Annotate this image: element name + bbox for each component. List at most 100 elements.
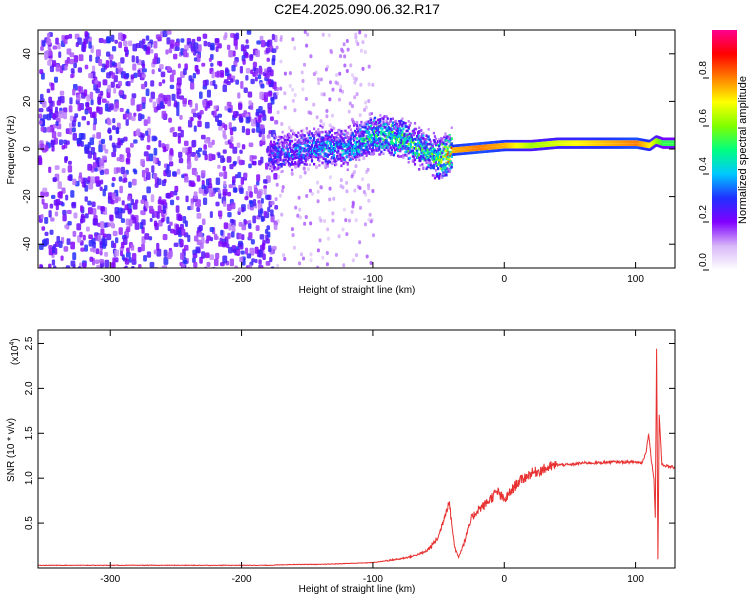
heatmap-cell bbox=[252, 61, 257, 68]
heatmap-cell bbox=[293, 108, 297, 113]
heatmap-cell bbox=[433, 176, 437, 180]
heatmap-cell bbox=[352, 154, 356, 157]
heatmap-cell bbox=[218, 126, 223, 131]
heatmap-cell bbox=[345, 145, 348, 149]
heatmap-cell bbox=[428, 142, 431, 146]
heatmap-cell bbox=[240, 176, 245, 185]
heatmap-cell bbox=[412, 133, 416, 137]
heatmap-cell bbox=[165, 168, 169, 174]
heatmap-cell bbox=[408, 138, 411, 142]
heatmap-cell bbox=[248, 264, 252, 268]
heatmap-cell bbox=[400, 155, 403, 158]
heatmap-cell bbox=[207, 41, 211, 48]
heatmap-cell bbox=[92, 218, 97, 226]
heatmap-cell bbox=[280, 121, 284, 126]
heatmap-cell bbox=[425, 134, 428, 137]
heatmap-cell bbox=[79, 231, 83, 238]
heatmap-cell bbox=[350, 117, 354, 122]
heatmap-cell bbox=[322, 155, 325, 159]
heatmap-cell bbox=[110, 199, 115, 205]
heatmap-cell bbox=[127, 112, 132, 120]
heatmap-cell bbox=[218, 241, 223, 247]
heatmap-cell bbox=[318, 149, 321, 153]
heatmap-cell bbox=[334, 149, 337, 152]
heatmap-cell bbox=[293, 46, 297, 51]
heatmap-cell bbox=[148, 153, 154, 162]
heatmap-cell bbox=[273, 158, 276, 162]
heatmap-cell bbox=[121, 34, 127, 39]
heatmap-cell bbox=[356, 140, 359, 144]
heatmap-cell bbox=[354, 137, 357, 140]
heatmap-cell bbox=[418, 126, 421, 130]
heatmap-cell bbox=[306, 131, 309, 135]
heatmap-cell bbox=[265, 162, 269, 170]
heatmap-cell bbox=[96, 264, 101, 268]
heatmap-cell bbox=[165, 193, 170, 199]
heatmap-cell bbox=[273, 223, 278, 231]
spectrogram-x-ticks: -300 -200 -100 0 100 bbox=[100, 30, 644, 285]
heatmap-cell bbox=[66, 238, 71, 246]
heatmap-cell bbox=[358, 113, 362, 118]
heatmap-cell bbox=[298, 148, 301, 151]
heatmap-cell bbox=[299, 134, 302, 137]
heatmap-cell bbox=[362, 141, 365, 144]
heatmap-cell bbox=[220, 155, 225, 163]
heatmap-cell bbox=[226, 44, 231, 50]
heatmap-cell bbox=[87, 207, 93, 215]
heatmap-cell bbox=[328, 130, 331, 134]
heatmap-cell bbox=[95, 49, 101, 57]
heatmap-cell bbox=[419, 164, 422, 167]
heatmap-cell bbox=[304, 159, 307, 163]
heatmap-cell bbox=[131, 116, 136, 121]
heatmap-cell bbox=[401, 124, 404, 128]
heatmap-cell bbox=[369, 124, 372, 128]
heatmap-cell bbox=[274, 142, 277, 146]
heatmap-cell bbox=[157, 160, 161, 167]
heatmap-cell bbox=[88, 234, 93, 240]
heatmap-cell bbox=[324, 166, 327, 170]
heatmap-cell bbox=[413, 158, 417, 162]
heatmap-cell bbox=[389, 146, 392, 149]
heatmap-cell bbox=[259, 234, 265, 240]
heatmap-cell bbox=[448, 150, 451, 154]
heatmap-cell bbox=[351, 200, 355, 205]
heatmap-cell bbox=[299, 174, 303, 179]
heatmap-cell bbox=[176, 77, 182, 86]
heatmap-cell bbox=[277, 160, 280, 164]
heatmap-cell bbox=[256, 126, 261, 133]
heatmap-cell bbox=[199, 242, 204, 249]
heatmap-cell bbox=[290, 227, 294, 232]
heatmap-cell bbox=[171, 69, 176, 76]
heatmap-cell bbox=[378, 130, 381, 134]
heatmap-cell bbox=[375, 120, 378, 124]
heatmap-cell bbox=[166, 37, 171, 45]
heatmap-cell bbox=[447, 137, 450, 141]
heatmap-cell bbox=[155, 34, 161, 40]
heatmap-cell bbox=[108, 192, 113, 200]
heatmap-cell bbox=[371, 130, 375, 134]
heatmap-cell bbox=[364, 125, 367, 129]
heatmap-cell bbox=[167, 225, 171, 232]
heatmap-cell bbox=[42, 114, 48, 120]
heatmap-cell bbox=[192, 253, 198, 259]
heatmap-cell bbox=[203, 144, 207, 150]
heatmap-cell bbox=[393, 151, 397, 155]
heatmap-cell bbox=[342, 138, 345, 142]
heatmap-cell bbox=[310, 143, 314, 147]
heatmap-cell bbox=[301, 160, 304, 164]
heatmap-cell bbox=[339, 54, 343, 59]
heatmap-cell bbox=[369, 152, 372, 156]
heatmap-cell bbox=[338, 136, 341, 140]
heatmap-cell bbox=[450, 155, 453, 159]
heatmap-cell bbox=[270, 97, 275, 105]
heatmap-cell bbox=[57, 131, 62, 137]
heatmap-cell bbox=[141, 169, 146, 178]
heatmap-cell bbox=[229, 218, 235, 224]
heatmap-cell bbox=[220, 229, 224, 236]
heatmap-cell bbox=[401, 133, 404, 137]
heatmap-cell bbox=[240, 250, 245, 255]
heatmap-cell bbox=[301, 133, 304, 136]
heatmap-cell bbox=[225, 67, 229, 73]
heatmap-cell bbox=[318, 164, 321, 167]
heatmap-cell bbox=[339, 144, 342, 148]
